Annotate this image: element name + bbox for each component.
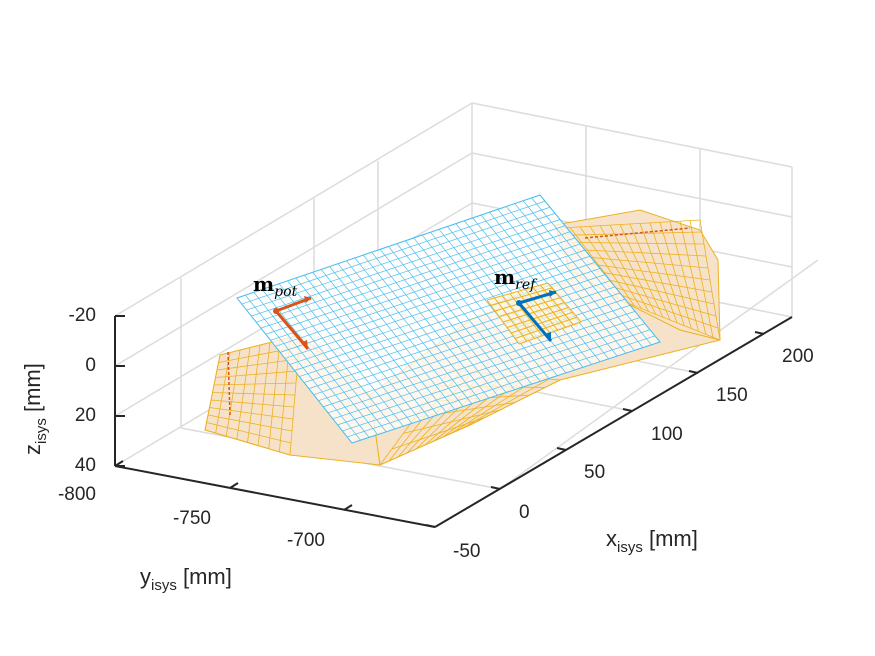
plane-mesh-line [241, 200, 546, 305]
frame-ref [516, 290, 557, 342]
reference-mesh-line [506, 306, 569, 328]
frame-ref-label: mref [494, 265, 538, 293]
y-tick-mark [343, 504, 353, 511]
y-tick-mark [229, 482, 239, 489]
frame-ref-arrowhead-1 [549, 290, 556, 297]
plane-mesh-line [332, 317, 641, 420]
frame-pot-origin [273, 308, 279, 314]
x-tick: -50 [453, 541, 480, 562]
plane-mesh-line [246, 206, 551, 311]
y-tick: -700 [287, 530, 325, 551]
y-axis-label: yisys [mm] [140, 564, 232, 594]
y-tick: -750 [173, 508, 211, 529]
surface-edge-line [227, 351, 231, 416]
frame-pot-axis-1 [275, 296, 312, 313]
axes-lines [114, 315, 793, 528]
z-tick: 0 [85, 355, 96, 376]
surface-mesh-line [403, 409, 501, 434]
frame-ref-arrowhead-2 [545, 332, 551, 341]
surface-mesh-line [619, 299, 721, 341]
reference-mesh-line [502, 302, 565, 323]
gridline [499, 259, 819, 490]
frame-pot [273, 296, 312, 350]
x-axis-line [434, 316, 793, 528]
plane-mesh-line [342, 329, 651, 432]
plane-mesh-line [256, 219, 561, 323]
surface-mesh-line [379, 424, 471, 466]
x-tick-mark [556, 447, 567, 451]
plane-mesh-line [270, 237, 576, 341]
y-tick: -800 [58, 484, 96, 505]
tangent-plane-mesh [236, 194, 661, 444]
surface-mesh-line [268, 339, 281, 449]
x-tick: 0 [519, 502, 530, 523]
plane-mesh-line [284, 255, 591, 359]
surface-mesh-line [391, 417, 486, 450]
z-tick: 40 [75, 455, 96, 476]
plane-mesh-line [351, 341, 661, 444]
surface-mesh-line [577, 249, 707, 257]
plane-mesh-line [347, 335, 656, 438]
frame-pot-label: mpot [253, 272, 298, 300]
gridline [114, 152, 473, 367]
reference-mesh-line [486, 282, 549, 301]
plane-mesh-line [289, 262, 596, 365]
x-tick-mark [425, 524, 436, 528]
plane-mesh-line [251, 213, 556, 317]
frame-pot-arrowhead-2 [301, 340, 308, 349]
surface-mesh-line [215, 352, 231, 434]
reference-mesh-line [510, 311, 573, 334]
x-tick: 100 [651, 424, 683, 445]
frame-pot-arrowhead-1 [304, 296, 311, 303]
reference-mesh-line [490, 287, 553, 306]
y-tick-mark [114, 460, 124, 467]
x-tick-mark [622, 408, 633, 412]
plane-mesh-line [236, 194, 541, 299]
x-tick-mark [490, 486, 501, 490]
plane-mesh-line [337, 323, 646, 426]
reference-mesh-line [514, 316, 578, 339]
x-axis-label: xisys [mm] [606, 526, 698, 556]
surface-mesh-line [565, 231, 703, 236]
surface-edge-line [584, 227, 691, 239]
plane-mesh-line [260, 225, 566, 329]
plane-mesh-line [327, 311, 636, 414]
frame-ref-origin [516, 300, 522, 306]
surface-mesh-line [225, 349, 241, 437]
plane-mesh-line [280, 249, 586, 353]
surface-mesh-line [559, 219, 701, 229]
z-axis-label: zisys [mm] [20, 363, 50, 455]
x-tick: 50 [584, 462, 605, 483]
reference-mesh-line [498, 297, 561, 317]
gridline [471, 102, 793, 168]
surface-mesh-line [571, 242, 705, 245]
reference-patch [486, 282, 582, 345]
gridline [114, 102, 473, 317]
surface-mesh-line [595, 270, 713, 293]
surface-mesh-line [613, 292, 719, 329]
surface-mesh-line [601, 278, 715, 305]
x-tick: 150 [716, 385, 748, 406]
surface-mesh-line [583, 256, 709, 269]
surface-mesh-line [247, 344, 261, 443]
surface-mesh-line [257, 342, 271, 446]
z-tick: -20 [69, 305, 96, 326]
plane-mesh-line [265, 231, 571, 335]
x-tick-mark [754, 331, 765, 335]
z-tick: 20 [75, 405, 96, 426]
surface-mesh-line [589, 263, 711, 281]
y-axis-line [114, 465, 436, 528]
x-tick-mark [688, 370, 699, 374]
surface-mesh-line [236, 347, 251, 440]
surface-mesh-line [607, 285, 717, 317]
surface-mesh-line [204, 354, 221, 431]
plane-mesh-line [275, 243, 581, 347]
x-tick: 200 [782, 346, 814, 367]
gridline [471, 152, 793, 218]
